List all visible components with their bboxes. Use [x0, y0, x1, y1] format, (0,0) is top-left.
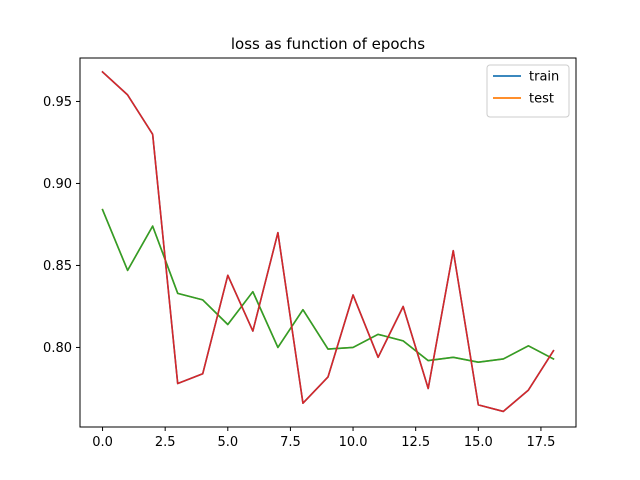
- y-axis: 0.80 0.85 0.90 0.95: [43, 95, 80, 356]
- legend: train test: [486, 64, 570, 118]
- legend-label-train: train: [529, 70, 559, 85]
- x-tick-label: 10.0: [339, 435, 368, 450]
- plot-area: [101, 70, 555, 413]
- x-tick-label: 15.0: [464, 435, 493, 450]
- axes-frame: [79, 57, 577, 428]
- x-tick-label: 5.0: [217, 435, 238, 450]
- x-tick-label: 2.5: [155, 435, 176, 450]
- y-tick-label: 0.90: [43, 177, 72, 192]
- series-line-3: [101, 208, 555, 364]
- series-line-4: [101, 70, 555, 413]
- y-tick-label: 0.80: [43, 341, 72, 356]
- x-tick-label: 12.5: [401, 435, 430, 450]
- legend-box: [486, 64, 570, 118]
- y-tick-label: 0.85: [43, 259, 72, 274]
- x-tick-label: 7.5: [280, 435, 301, 450]
- y-tick-label: 0.95: [43, 95, 72, 110]
- x-tick-label: 17.5: [526, 435, 555, 450]
- x-tick-label: 0.0: [92, 435, 113, 450]
- x-axis: 0.0 2.5 5.0 7.5 10.0 12.5 15.0 17.5: [92, 427, 555, 450]
- chart-title: loss as function of epochs: [231, 35, 425, 53]
- legend-label-test: test: [529, 92, 554, 107]
